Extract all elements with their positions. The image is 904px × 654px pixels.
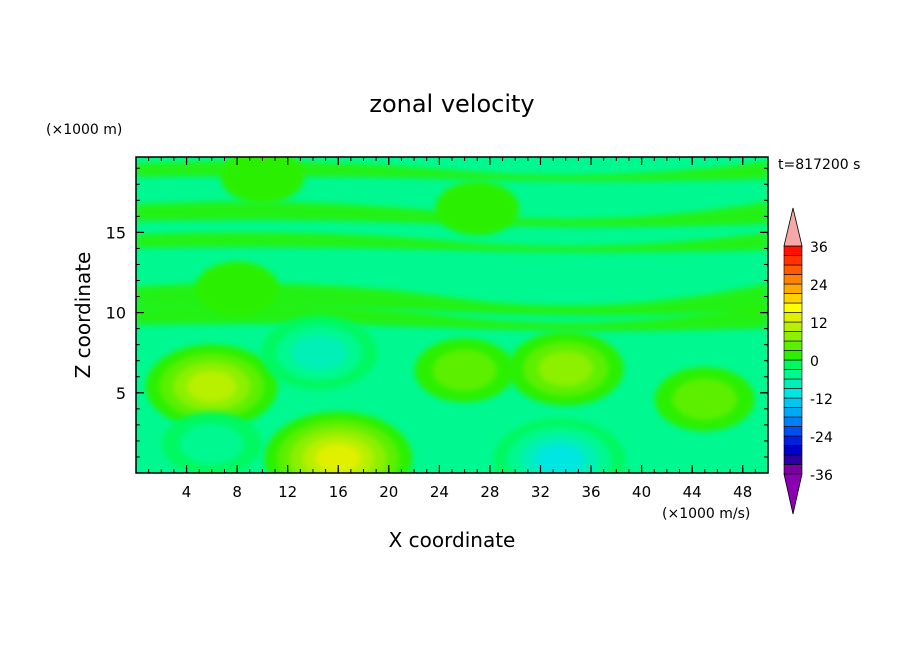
colorbar-segment bbox=[783, 245, 803, 256]
field-region bbox=[195, 261, 280, 316]
colorbar-segment bbox=[783, 416, 803, 427]
field-region bbox=[179, 423, 244, 465]
colorbar-segment bbox=[783, 264, 803, 275]
colorbar-segment bbox=[783, 407, 803, 418]
colorbar-segment bbox=[783, 369, 803, 380]
colorbar-tick-label: -12 bbox=[810, 392, 833, 408]
colorbar-under-triangle bbox=[783, 473, 803, 515]
x-tick-label: 44 bbox=[683, 483, 702, 501]
field-region bbox=[432, 349, 497, 391]
colorbar-segment bbox=[783, 312, 803, 323]
x-tick-label: 32 bbox=[531, 483, 550, 501]
field-band bbox=[136, 283, 768, 316]
colorbar: 36 24 12 0 -12 -24 -36 bbox=[783, 207, 833, 515]
x-tick-label: 40 bbox=[632, 483, 651, 501]
field-band bbox=[136, 232, 768, 253]
colorbar-tick-label: -24 bbox=[810, 430, 833, 446]
colorbar-segment bbox=[783, 293, 803, 304]
colorbar-segment bbox=[783, 255, 803, 266]
colorbar-over-triangle bbox=[783, 207, 803, 247]
colorbar-segment bbox=[783, 445, 803, 456]
colorbar-segment bbox=[783, 426, 803, 437]
colorbar-segment bbox=[783, 388, 803, 399]
x-tick-label: 28 bbox=[480, 483, 499, 501]
colorbar-segment bbox=[783, 454, 803, 465]
x-scale-label: (×1000 m/s) bbox=[662, 506, 750, 522]
chart-title: zonal velocity bbox=[369, 90, 534, 118]
colorbar-segment bbox=[783, 331, 803, 342]
colorbar-tick-label: 0 bbox=[810, 354, 819, 370]
field-region bbox=[672, 378, 737, 420]
colorbar-tick-label: -36 bbox=[810, 468, 833, 484]
field-region bbox=[220, 157, 305, 204]
x-tick-label: 4 bbox=[182, 483, 192, 501]
colorbar-segment bbox=[783, 340, 803, 351]
x-tick-label: 48 bbox=[733, 483, 752, 501]
colorbar-tick-label: 36 bbox=[810, 240, 828, 256]
y-scale-label: (×1000 m) bbox=[46, 122, 122, 138]
colorbar-tick-label: 12 bbox=[810, 316, 828, 332]
colorbar-tick-label: 24 bbox=[810, 278, 828, 294]
plot-area bbox=[135, 156, 769, 474]
colorbar-segment bbox=[783, 464, 803, 475]
y-tick-label: 5 bbox=[116, 384, 126, 403]
x-tick-label: 8 bbox=[232, 483, 242, 501]
field-region bbox=[538, 351, 594, 387]
field-region bbox=[315, 443, 362, 473]
colorbar-segment bbox=[783, 350, 803, 361]
colorbar-segment bbox=[783, 274, 803, 285]
field-layer bbox=[136, 157, 768, 473]
x-axis: 4 8 12 16 20 24 28 32 36 40 44 48 bbox=[135, 157, 769, 501]
colorbar-segment bbox=[783, 435, 803, 446]
colorbar-segment bbox=[783, 359, 803, 370]
y-axis-label: Z coordinate bbox=[71, 252, 95, 379]
colorbar-segment bbox=[783, 302, 803, 313]
y-tick-label: 10 bbox=[106, 304, 126, 323]
colorbar-segment bbox=[783, 397, 803, 408]
colorbar-segment bbox=[783, 283, 803, 294]
field-region bbox=[435, 181, 520, 236]
field-region bbox=[534, 444, 585, 473]
colorbar-segment bbox=[783, 378, 803, 389]
field-region bbox=[187, 370, 237, 403]
x-tick-label: 36 bbox=[581, 483, 600, 501]
x-tick-label: 20 bbox=[379, 483, 398, 501]
y-tick-label: 15 bbox=[106, 223, 126, 242]
x-tick-label: 16 bbox=[329, 483, 348, 501]
y-axis: 5 10 15 bbox=[106, 167, 768, 458]
field-band bbox=[136, 304, 768, 331]
x-axis-label: X coordinate bbox=[389, 528, 516, 552]
x-tick-label: 24 bbox=[430, 483, 449, 501]
field-region bbox=[291, 335, 347, 371]
time-label: t=817200 s bbox=[778, 157, 860, 173]
x-tick-label: 12 bbox=[278, 483, 297, 501]
colorbar-segment bbox=[783, 321, 803, 332]
